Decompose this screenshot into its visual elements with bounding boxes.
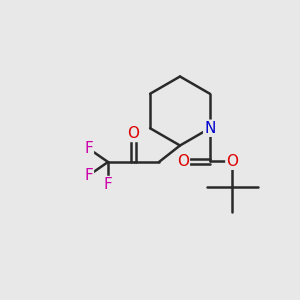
Text: F: F (84, 141, 93, 156)
Text: O: O (177, 154, 189, 169)
Text: F: F (103, 177, 112, 192)
Text: F: F (84, 168, 93, 183)
Text: O: O (128, 126, 140, 141)
Text: N: N (204, 121, 216, 136)
Text: O: O (226, 154, 238, 169)
